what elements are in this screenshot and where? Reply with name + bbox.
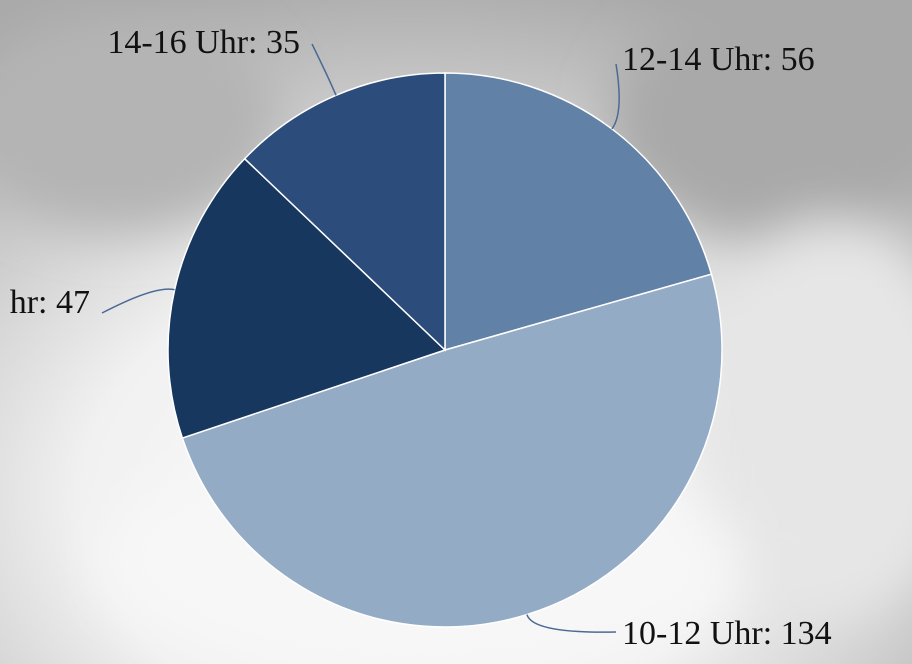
data-label: hr: 47 <box>10 284 90 321</box>
data-label: 14-16 Uhr: 35 <box>107 24 300 61</box>
pie <box>168 73 722 627</box>
chart: 12-14 Uhr: 56 10-12 Uhr: 134 hr: 47 14-16 U… <box>0 0 912 664</box>
data-label: 10-12 Uhr: 134 <box>622 615 832 652</box>
data-label: 12-14 Uhr: 56 <box>622 41 815 78</box>
